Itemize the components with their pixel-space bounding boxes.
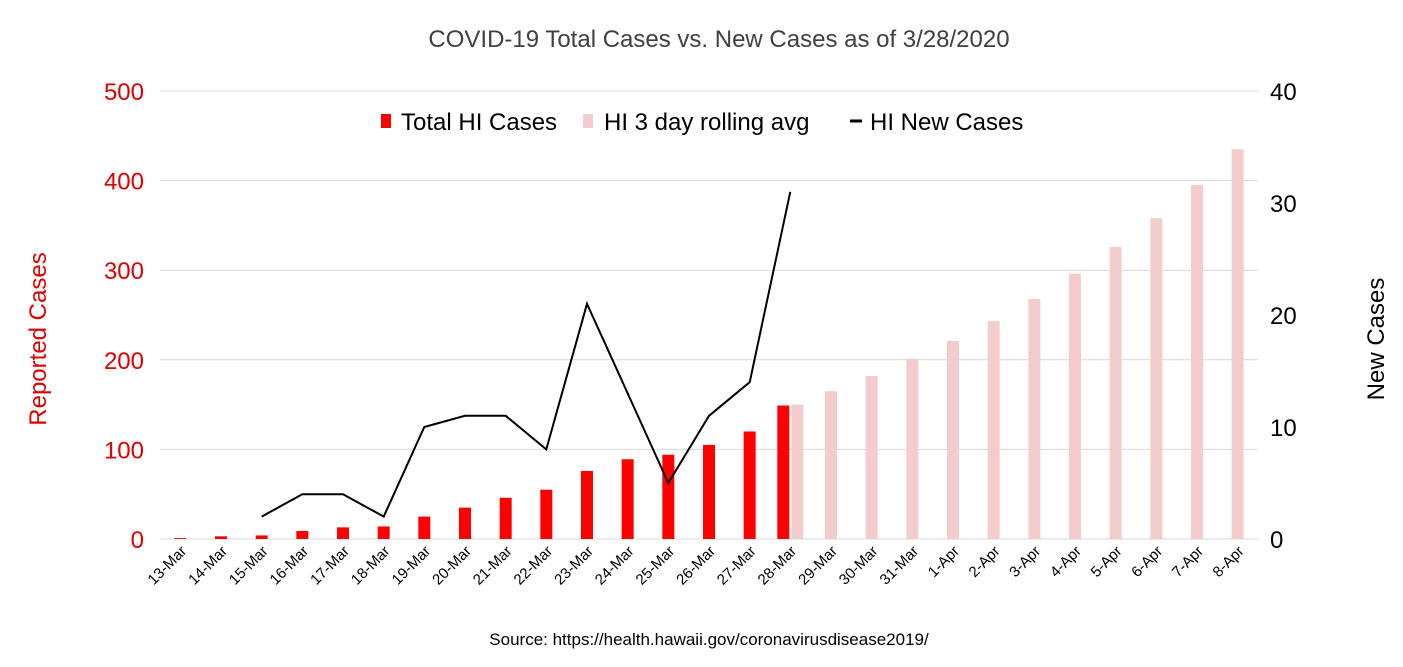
x-tick-label: 17-Mar (307, 543, 353, 589)
right-axis-title: New Cases (1363, 278, 1390, 401)
hi-3-day-rolling-avg-bar (1109, 246, 1122, 540)
legend-swatch (381, 114, 391, 128)
new-cases-line (261, 191, 792, 518)
legend-swatch (583, 114, 593, 128)
x-tick-label: 21-Mar (470, 543, 516, 589)
x-tick-label: 16-Mar (267, 543, 313, 589)
hi-3-day-rolling-avg-bar (1028, 298, 1041, 539)
total-hi-cases-bar (377, 526, 390, 539)
total-hi-cases-bar (499, 497, 512, 539)
hi-3-day-rolling-avg-bar (1069, 273, 1081, 539)
x-tick-label: 30-Mar (836, 543, 882, 589)
x-tick-label: 22-Mar (511, 543, 557, 589)
x-tick-label: 29-Mar (795, 543, 841, 589)
x-tick-label: 13-Mar (145, 543, 191, 589)
total-hi-cases-bar (296, 530, 309, 539)
x-tick-label: 5-Apr (1088, 543, 1126, 581)
x-tick-label: 6-Apr (1128, 543, 1166, 581)
new-cases-line-group (261, 191, 792, 518)
total-hi-cases-bar (255, 535, 268, 539)
bars (174, 149, 1244, 540)
x-tick-label: 4-Apr (1047, 543, 1085, 581)
total-hi-cases-bar (703, 444, 715, 539)
hi-3-day-rolling-avg-bar (1150, 218, 1163, 539)
hi-3-day-rolling-avg-bar (1191, 185, 1203, 539)
right-tick-label: 40 (1270, 79, 1297, 106)
x-tick-label: 7-Apr (1169, 543, 1207, 581)
left-axis: 0 100 200 300 400 500 (104, 79, 144, 554)
hi-3-day-rolling-avg-bar (791, 404, 804, 539)
x-tick-label: 2-Apr (966, 543, 1004, 581)
right-tick-label: 30 (1270, 191, 1297, 218)
left-axis-title: Reported Cases (25, 252, 52, 425)
x-tick-label: 20-Mar (429, 543, 475, 589)
x-tick-label: 18-Mar (348, 543, 394, 589)
legend-label: HI 3 day rolling avg (604, 109, 809, 136)
total-hi-cases-bar (662, 454, 675, 539)
x-tick-label: 14-Mar (185, 543, 231, 589)
right-axis: 0 10 20 30 40 (1270, 79, 1297, 554)
left-tick-label: 400 (104, 169, 144, 196)
x-tick-label: 3-Apr (1006, 543, 1044, 581)
total-hi-cases-bar (418, 516, 431, 539)
x-tick-label: 28-Mar (755, 543, 801, 589)
x-tick-label: 25-Mar (633, 543, 679, 589)
right-tick-label: 10 (1270, 415, 1297, 442)
left-tick-label: 300 (104, 258, 144, 285)
x-tick-label: 19-Mar (389, 543, 435, 589)
x-tick-label: 8-Apr (1210, 543, 1248, 581)
total-hi-cases-bar (540, 489, 553, 539)
total-hi-cases-bar (337, 527, 349, 539)
x-tick-label: 1-Apr (925, 543, 963, 581)
total-hi-cases-bar (215, 536, 227, 539)
x-axis: 13-Mar14-Mar15-Mar16-Mar17-Mar18-Mar19-M… (145, 543, 1248, 589)
right-tick-label: 20 (1270, 303, 1297, 330)
hi-3-day-rolling-avg-bar (1231, 149, 1244, 540)
legend-label: Total HI Cases (401, 109, 557, 136)
x-tick-label: 31-Mar (877, 543, 923, 589)
x-tick-label: 15-Mar (226, 543, 272, 589)
left-tick-label: 200 (104, 348, 144, 375)
hi-3-day-rolling-avg-bar (947, 340, 959, 539)
hi-3-day-rolling-avg-bar (825, 391, 837, 539)
left-tick-label: 100 (104, 437, 144, 464)
legend-label: HI New Cases (870, 109, 1023, 136)
left-tick-label: 0 (131, 527, 144, 554)
x-tick-label: 27-Mar (714, 543, 760, 589)
x-tick-label: 23-Mar (551, 543, 597, 589)
legend: Total HI Cases HI 3 day rolling avg HI New… (381, 109, 1023, 136)
total-hi-cases-bar (581, 470, 593, 539)
left-tick-label: 500 (104, 79, 144, 106)
hi-3-day-rolling-avg-bar (987, 321, 1000, 539)
total-hi-cases-bar (459, 507, 471, 539)
total-hi-cases-bar (743, 431, 756, 539)
hi-3-day-rolling-avg-bar (865, 375, 878, 539)
chart-title: COVID-19 Total Cases vs. New Cases as of… (428, 26, 1009, 53)
hi-3-day-rolling-avg-bar (906, 358, 919, 539)
total-hi-cases-bar (621, 459, 634, 539)
total-hi-cases-bar (777, 405, 790, 539)
source-note: Source: https://health.hawaii.gov/corona… (489, 630, 929, 649)
right-tick-label: 0 (1270, 527, 1283, 554)
x-tick-label: 24-Mar (592, 543, 638, 589)
x-tick-label: 26-Mar (673, 543, 719, 589)
total-hi-cases-bar (174, 538, 187, 539)
